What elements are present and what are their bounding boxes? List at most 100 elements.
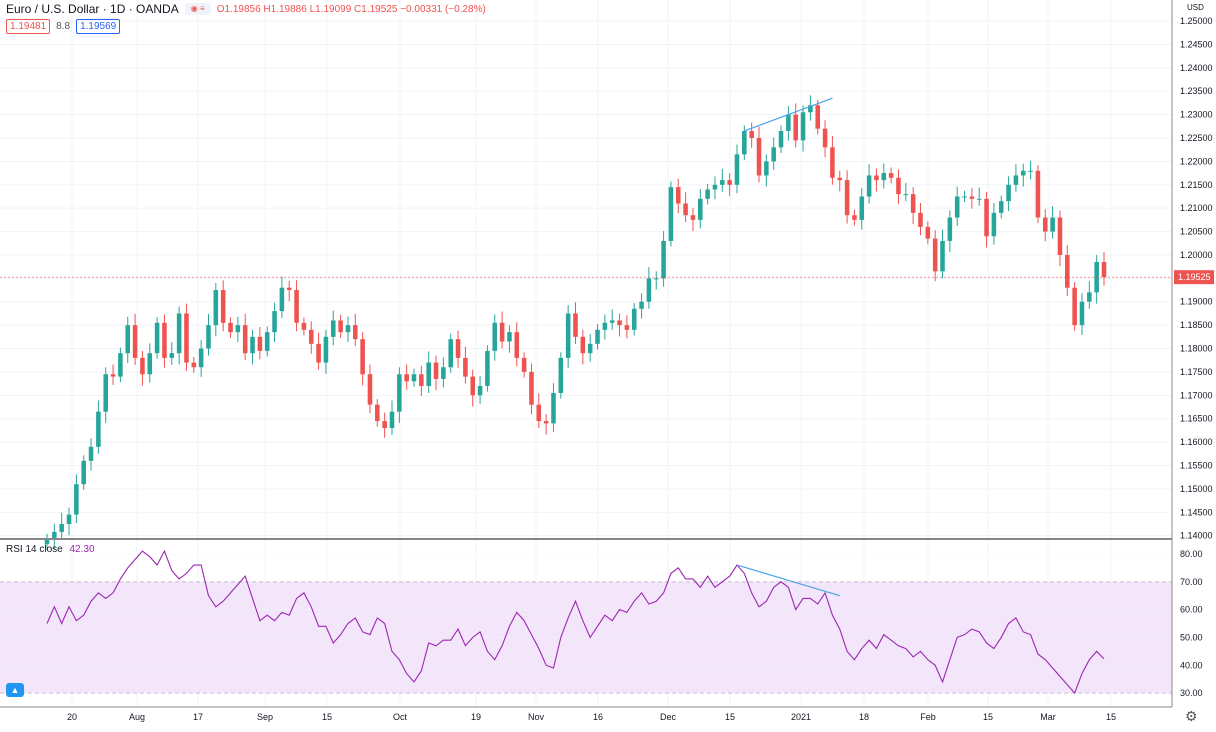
candle-body: [998, 201, 1004, 213]
time-tick-label: 15: [1106, 712, 1116, 722]
candle-body: [492, 322, 498, 351]
price-tick-label: 1.16000: [1180, 437, 1213, 447]
candle-body: [74, 484, 79, 515]
candle-body: [426, 362, 431, 386]
candle-body: [742, 130, 747, 155]
candle-body: [595, 329, 600, 344]
candle-body: [808, 105, 813, 113]
candle-body: [705, 189, 710, 199]
candle-body: [910, 194, 916, 213]
candle-body: [499, 322, 505, 342]
tradingview-logo-icon[interactable]: ▲: [6, 683, 24, 697]
candle-body: [250, 336, 255, 354]
candle-body: [727, 180, 732, 185]
candle-body: [720, 180, 725, 185]
last-price-tag: [1174, 270, 1214, 285]
candle-body: [661, 240, 666, 279]
candle-body: [220, 290, 226, 323]
price-tick-label: 1.21000: [1180, 203, 1213, 213]
candle-body: [573, 313, 578, 337]
candle-body: [455, 339, 461, 358]
candle-body: [800, 112, 806, 141]
candle-body: [543, 421, 549, 424]
candle-body: [587, 343, 593, 354]
buy-price-button[interactable]: 1.19569: [76, 19, 121, 34]
candle-body: [294, 290, 299, 323]
rsi-overbought-oversold-band: [0, 553, 1172, 694]
price-trendline: [744, 97, 833, 132]
candle-body: [1050, 217, 1055, 232]
candle-body: [683, 203, 688, 216]
price-tick-label: 1.18000: [1180, 344, 1213, 354]
price-tick-label: 1.14500: [1180, 507, 1213, 517]
gear-icon[interactable]: ⚙: [1185, 708, 1198, 724]
time-tick-label: 16: [593, 712, 603, 722]
candle-body: [565, 313, 571, 358]
time-tick-label: 17: [193, 712, 203, 722]
time-tick-label: 15: [322, 712, 332, 722]
time-tick-label: Oct: [393, 712, 408, 722]
candlestick-series: [0, 95, 1172, 550]
quote-boxes: 1.19481 8.8 1.19569: [6, 19, 121, 34]
time-tick-label: 19: [471, 712, 481, 722]
candle-body: [1020, 170, 1026, 176]
price-tick-label: 1.15000: [1180, 484, 1213, 494]
candle-body: [81, 460, 86, 485]
symbol-title[interactable]: Euro / U.S. Dollar · 1D · OANDA: [6, 2, 179, 16]
candle-body: [389, 411, 395, 429]
rsi-label[interactable]: RSI 14 close: [6, 544, 63, 555]
candle-body: [1043, 217, 1048, 232]
candle-body: [624, 325, 630, 330]
candle-body: [602, 322, 608, 330]
visibility-toggle-icon[interactable]: ◉ ≡: [184, 3, 211, 15]
candle-body: [698, 198, 703, 220]
candle-body: [1065, 254, 1070, 288]
candle-body: [536, 404, 542, 422]
candle-body: [925, 226, 931, 239]
candle-body: [969, 196, 975, 199]
candle-body: [653, 278, 659, 280]
candle-body: [1035, 170, 1041, 218]
candle-body: [345, 325, 351, 333]
candle-body: [1028, 170, 1033, 172]
candle-body: [264, 332, 270, 351]
price-tick-label: 1.23000: [1180, 110, 1213, 120]
candle-body: [228, 322, 233, 333]
candle-body: [852, 215, 857, 220]
time-tick-label: Feb: [920, 712, 936, 722]
candle-body: [463, 357, 468, 377]
candle-body: [140, 357, 145, 375]
candle-body: [1057, 217, 1063, 255]
candle-body: [96, 411, 101, 447]
sell-price-button[interactable]: 1.19481: [6, 19, 51, 34]
candle-body: [837, 177, 843, 181]
price-tick-label: 1.16500: [1180, 414, 1213, 424]
candle-body: [778, 130, 784, 148]
candle-body: [712, 184, 718, 190]
candle-body: [749, 130, 754, 139]
candle-body: [301, 322, 307, 330]
candle-body: [874, 175, 879, 181]
rsi-current-value: 42.30: [69, 544, 95, 555]
time-tick-label: Aug: [129, 712, 145, 722]
candle-body: [690, 215, 696, 220]
candle-body: [59, 523, 64, 532]
candle-body: [962, 196, 967, 198]
time-tick-label: 18: [859, 712, 869, 722]
candle-body: [822, 128, 828, 148]
candle-body: [756, 138, 762, 176]
candle-body: [404, 374, 409, 382]
candle-body: [940, 240, 945, 272]
candle-body: [147, 353, 153, 375]
candle-body: [668, 187, 674, 241]
price-tick-label: 1.22000: [1180, 156, 1213, 166]
candle-body: [830, 147, 835, 178]
candle-body: [954, 196, 960, 218]
candle-body: [308, 329, 314, 344]
candle-body: [984, 198, 989, 237]
candle-body: [110, 374, 116, 377]
candle-body: [235, 325, 241, 333]
